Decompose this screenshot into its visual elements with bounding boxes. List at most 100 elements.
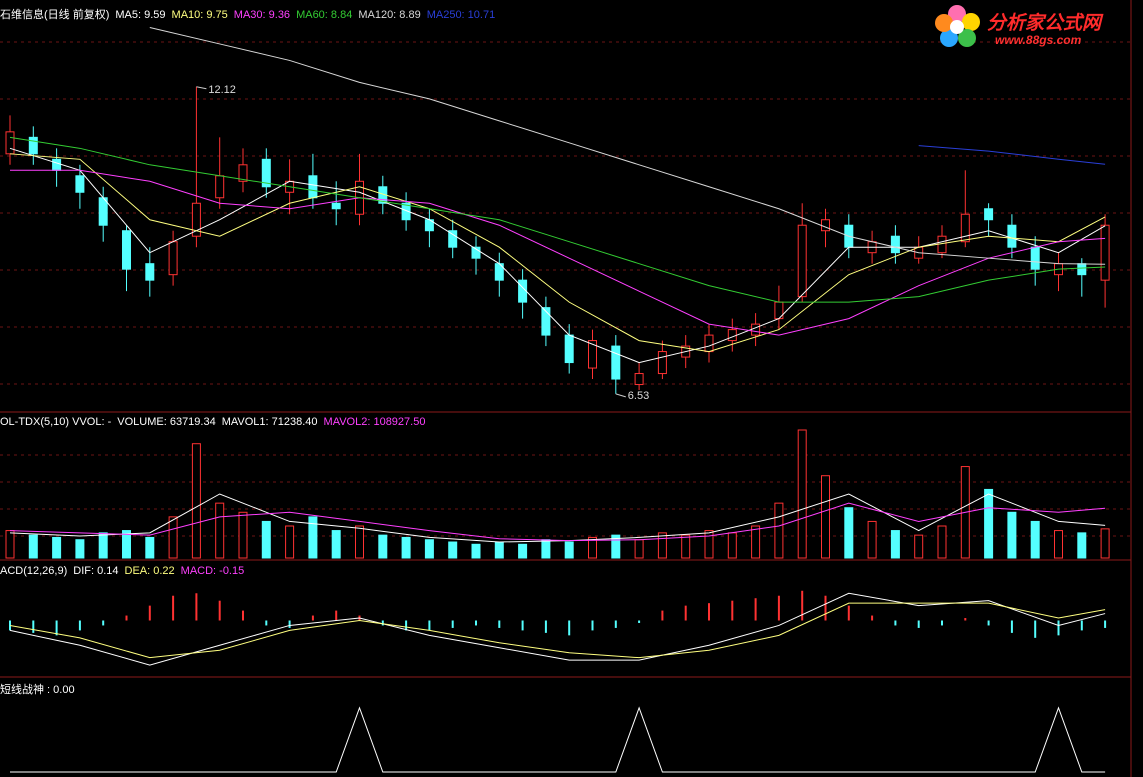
title: ACD(12,26,9) — [0, 565, 68, 577]
candle-body — [238, 164, 248, 182]
candle-body — [1030, 246, 1040, 270]
volume-header: OL-TDX(5,10) VVOL: - VOLUME: 63719.34 MAVO… — [0, 416, 431, 428]
volume-bar — [5, 530, 15, 559]
candle-body — [541, 307, 551, 336]
candle-body — [28, 136, 38, 155]
macd-line — [9, 602, 1106, 659]
volume-bar — [331, 530, 341, 559]
candle-body — [1100, 224, 1110, 281]
candle-body — [634, 373, 644, 386]
mavol-line — [9, 502, 1106, 542]
candle-body — [657, 351, 667, 375]
candle-body — [5, 131, 15, 155]
volume-bar — [308, 516, 318, 559]
ma-line — [149, 26, 1106, 265]
volume-bar — [145, 536, 155, 559]
legend-entry: MAVOL2: 108927.50 — [323, 416, 426, 428]
legend-entry: VOLUME: 63719.34 — [117, 416, 216, 428]
candle-body — [984, 208, 994, 221]
volume-bar — [518, 543, 528, 559]
volume-bar — [657, 532, 667, 559]
candle-body — [611, 345, 621, 380]
volume-bar — [191, 443, 201, 559]
volume-bar — [541, 539, 551, 559]
volume-bar — [494, 541, 504, 559]
signal-header: 短线战神 : 0.00 — [0, 681, 81, 697]
volume-bar — [1007, 511, 1017, 559]
volume-bar — [821, 475, 830, 559]
candle-body — [727, 329, 737, 342]
volume-bar — [168, 516, 178, 559]
legend-entry: MAVOL1: 71238.40 — [221, 416, 318, 428]
volume-bar — [588, 536, 597, 559]
volume-bar — [98, 532, 108, 559]
legend-entry: MA10: 9.75 — [171, 9, 228, 21]
volume-bar — [1054, 530, 1063, 559]
volume-bar — [355, 525, 364, 559]
ma-line — [9, 136, 1106, 303]
annotation-label: 12.12 — [208, 84, 236, 96]
volume-bar — [984, 488, 994, 559]
title: 短线战神 : 0.00 — [0, 684, 75, 696]
volume-bar — [261, 520, 271, 559]
logo-flower — [935, 5, 980, 47]
volume-bar — [448, 541, 458, 559]
candle-body — [52, 158, 62, 171]
volume-bar — [937, 525, 947, 559]
logo: 分析家公式网 www.88gs.com — [935, 2, 1135, 52]
legend-entry: MA120: 8.89 — [358, 9, 421, 21]
volume-bar — [215, 502, 225, 559]
volume-bar — [774, 502, 784, 559]
volume-bar — [634, 539, 644, 559]
candle-body — [122, 230, 131, 270]
candle-body — [564, 334, 574, 364]
volume-bar — [914, 534, 924, 559]
volume-bar — [285, 525, 295, 559]
macd-line — [9, 592, 1106, 666]
volume-bar — [681, 534, 691, 559]
volume-bar — [1100, 528, 1110, 559]
volume-bar — [611, 534, 621, 559]
legend-entry: DIF: 0.14 — [73, 565, 119, 577]
annotation-label: 6.53 — [628, 390, 649, 402]
signal-line — [10, 706, 1106, 773]
candle-body — [401, 202, 411, 221]
volume-bar — [704, 530, 714, 559]
logo-name: 分析家公式网 — [987, 13, 1102, 34]
volume-bar — [75, 539, 85, 559]
volume-bar — [844, 507, 854, 559]
volume-bar — [378, 534, 388, 559]
macd-header: ACD(12,26,9) DIF: 0.14 DEA: 0.22 MACD: -0.1… — [0, 565, 250, 577]
logo-url: www.88gs.com — [995, 33, 1082, 47]
candle-body — [215, 175, 225, 199]
candle-body — [168, 241, 178, 276]
candle-body — [308, 175, 318, 199]
ma-line — [10, 169, 1106, 336]
candle-body — [1007, 224, 1017, 248]
candle-body — [75, 175, 85, 193]
title: OL-TDX(5,10) VVOL: - — [0, 416, 112, 428]
legend-entry: MA60: 8.84 — [296, 9, 353, 21]
candle-body — [331, 202, 341, 210]
volume-bar — [1077, 532, 1087, 559]
candle-body — [261, 158, 271, 188]
candle-body — [588, 340, 597, 369]
volume-bar — [52, 536, 62, 559]
annotation-arrow — [196, 86, 207, 90]
candle-body — [448, 230, 458, 248]
candle-body — [797, 224, 807, 298]
volume-bar — [890, 530, 900, 559]
candle-body — [821, 219, 830, 232]
volume-bar — [401, 536, 411, 559]
candle-body — [191, 202, 201, 237]
legend-entry: MA30: 9.36 — [233, 9, 291, 21]
legend-entry: MA5: 9.59 — [115, 9, 166, 21]
ma-line — [918, 145, 1106, 165]
volume-bar — [238, 511, 248, 559]
candle-body — [145, 263, 155, 281]
volume-bar — [122, 530, 131, 559]
volume-bar — [1030, 520, 1040, 559]
annotation-arrow — [615, 393, 626, 398]
